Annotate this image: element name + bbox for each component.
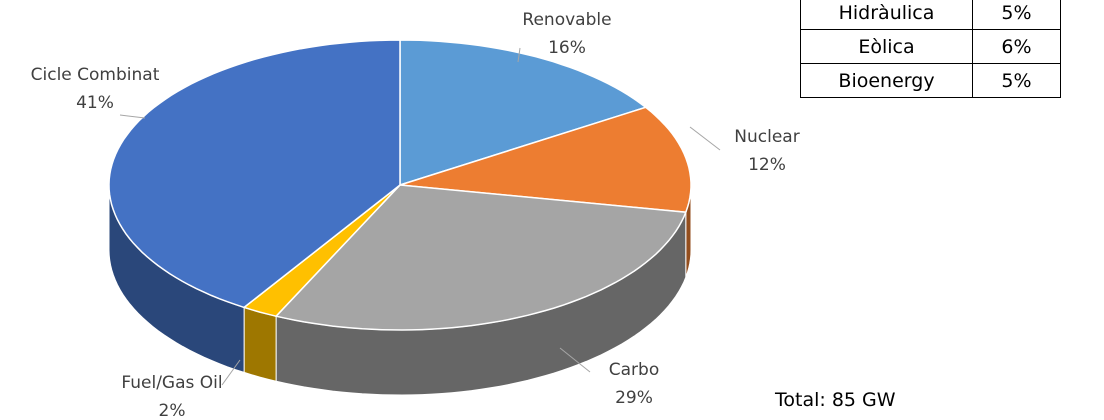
table-cell: Bioenergy bbox=[800, 63, 973, 98]
leader-line bbox=[689, 126, 721, 151]
table-cell: Hidràulica bbox=[800, 0, 973, 30]
leader-line bbox=[559, 347, 591, 373]
leader-line bbox=[119, 114, 146, 119]
category-label: Fuel/Gas Oil bbox=[121, 373, 222, 393]
category-label: Cicle Combinat bbox=[31, 65, 160, 85]
slice bbox=[274, 184, 687, 331]
table-cell: 6% bbox=[972, 29, 1061, 64]
leader-line bbox=[221, 359, 241, 386]
slice bbox=[108, 39, 401, 309]
value-label: 16% bbox=[548, 38, 586, 58]
slice-side bbox=[243, 306, 277, 382]
category-label: Renovable bbox=[522, 10, 611, 30]
value-label: 29% bbox=[615, 388, 653, 408]
slice bbox=[399, 106, 692, 214]
table-cell: 5% bbox=[972, 63, 1061, 98]
slice bbox=[399, 39, 648, 187]
leader-line bbox=[517, 47, 521, 63]
total-label: Total: 85 GW bbox=[775, 389, 896, 411]
value-label: 41% bbox=[76, 93, 114, 113]
table: Hidràulica 5% Eòlica 6% Bioenergy 5% bbox=[800, 0, 1061, 98]
table-cell: Eòlica bbox=[800, 29, 973, 64]
table-cell: 5% bbox=[972, 0, 1061, 30]
table-row: Hidràulica 5% bbox=[800, 0, 1061, 30]
value-label: 12% bbox=[748, 155, 786, 175]
table-row: Bioenergy 5% bbox=[800, 63, 1061, 98]
category-label: Nuclear bbox=[734, 127, 799, 147]
value-label: 2% bbox=[159, 401, 186, 420]
table-row: Eòlica 6% bbox=[800, 29, 1061, 64]
category-label: Carbo bbox=[609, 360, 659, 380]
